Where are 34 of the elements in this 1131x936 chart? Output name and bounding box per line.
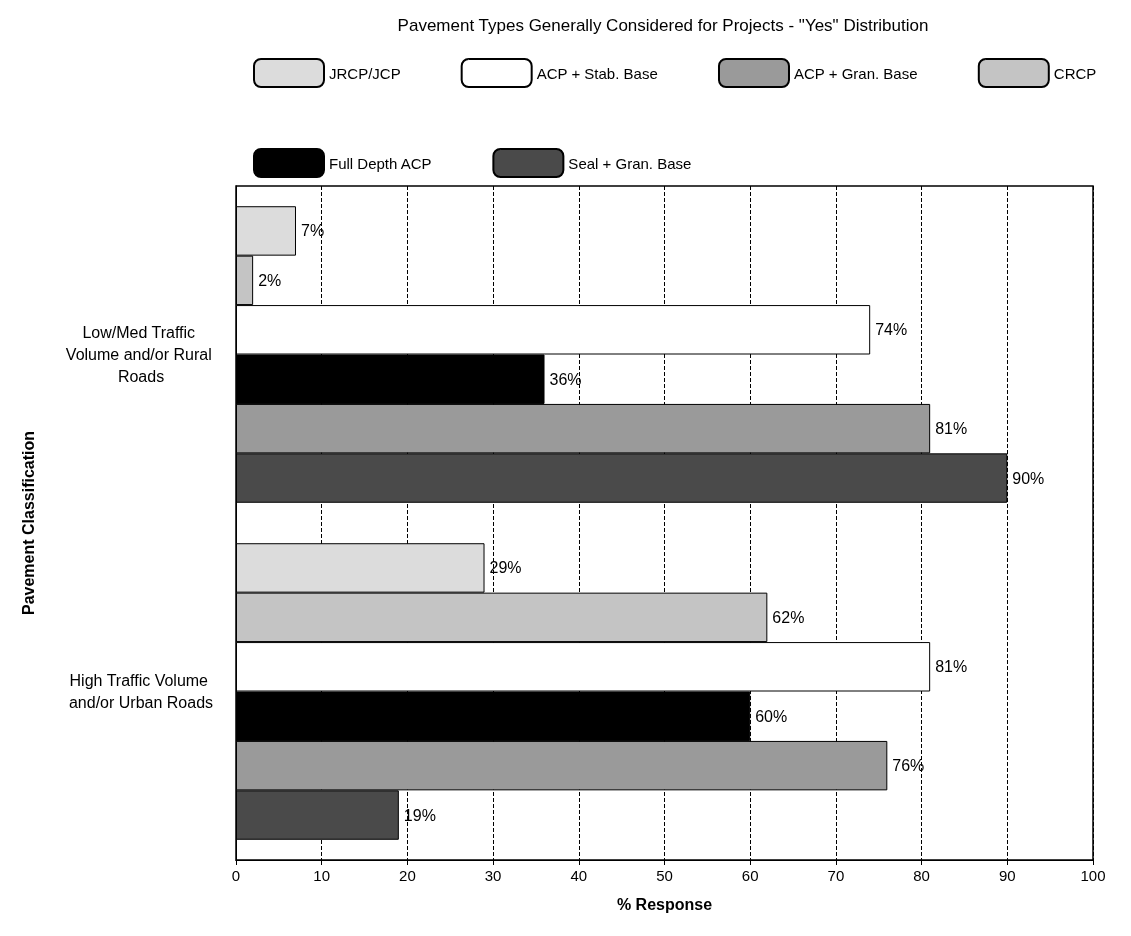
- chart-title: Pavement Types Generally Considered for Projects - "Yes" Distribution: [397, 16, 929, 35]
- data-label: 90%: [1012, 469, 1045, 487]
- data-label: 81%: [935, 420, 968, 438]
- legend-label: ACP + Stab. Base: [536, 64, 658, 82]
- x-tick-label: 100: [1080, 867, 1106, 884]
- legend-label: ACP + Gran. Base: [793, 64, 918, 82]
- data-label: 36%: [549, 370, 582, 388]
- x-tick-label: 20: [399, 867, 416, 884]
- x-tick-label: 10: [313, 867, 331, 884]
- x-axis-title: % Response: [616, 895, 713, 913]
- y-axis-title: Pavement Classification: [19, 430, 37, 616]
- x-tick-label: 80: [913, 867, 930, 884]
- data-label: 29%: [489, 559, 522, 577]
- data-label: 2%: [258, 271, 282, 289]
- y-tick-label: High Traffic Volume and/or Urban Roads: [68, 672, 214, 711]
- x-tick-label: 40: [570, 867, 588, 884]
- data-label: 62%: [772, 608, 805, 626]
- data-label: 76%: [892, 757, 925, 775]
- x-tick-label: 70: [827, 867, 845, 884]
- data-label: 74%: [875, 321, 908, 339]
- data-label: 60%: [755, 707, 788, 725]
- data-label: 7%: [300, 222, 325, 240]
- data-label: 81%: [935, 658, 968, 676]
- x-tick-label: 60: [741, 867, 759, 884]
- x-tick-label: 0: [231, 867, 241, 884]
- x-tick-label: 90: [998, 867, 1016, 884]
- legend-label: Full Depth ACP: [329, 154, 432, 172]
- x-tick-label: 50: [656, 867, 673, 884]
- y-tick-label: Low/Med Traffic Volume and/or Rural Roads: [65, 324, 217, 385]
- x-tick-label: 30: [484, 867, 502, 884]
- legend-label: JRCP/JCP: [329, 64, 401, 82]
- legend-label: Seal + Gran. Base: [568, 154, 692, 172]
- data-label: 19%: [403, 806, 436, 824]
- legend-label: CRCP: [1053, 64, 1097, 82]
